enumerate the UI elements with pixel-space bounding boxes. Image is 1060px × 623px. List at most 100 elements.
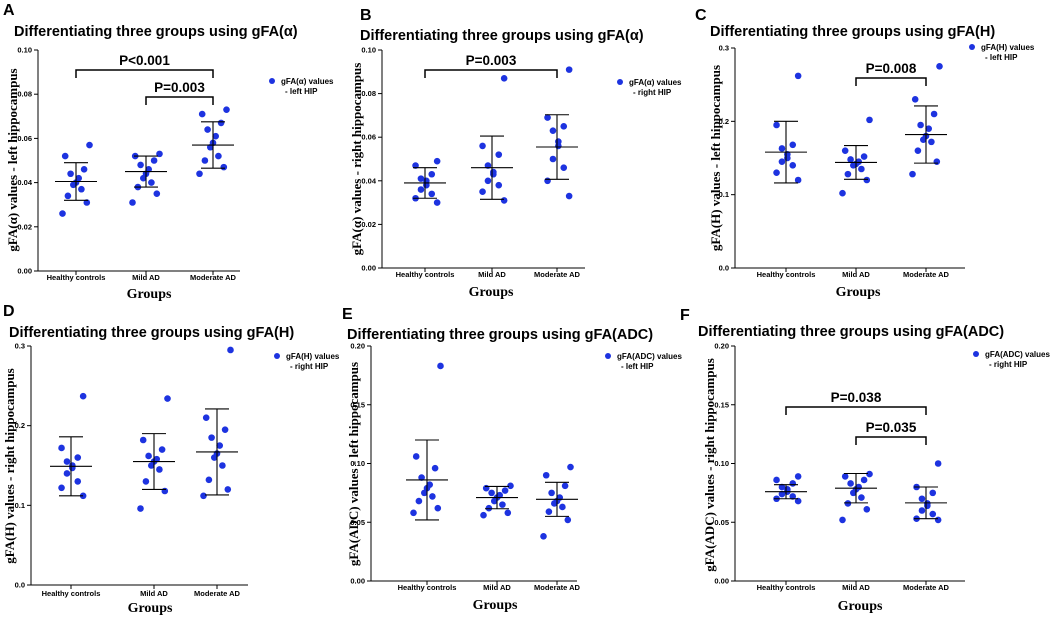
panel-f-data-point	[773, 476, 780, 484]
panel-c-data-point	[784, 154, 791, 162]
panel-d-letter: D	[3, 303, 15, 320]
panel-e-letter: E	[342, 306, 353, 323]
panel-b-data-point	[490, 170, 497, 178]
panel-a-y-tick-label: 0.10	[17, 46, 32, 55]
panel-a-y-axis-title: gFA(α) values - left hippocampus	[5, 68, 20, 251]
panel-e-category-label: Moderate AD	[534, 583, 581, 592]
panel-f-data-point	[844, 500, 852, 507]
panel-b-category-label: Healthy controls	[396, 270, 455, 279]
panel-e-category-label: Mild AD	[483, 583, 511, 592]
panel-c-data-point	[850, 162, 857, 169]
panel-e-data-point	[501, 487, 509, 494]
panel-d-data-point	[139, 436, 147, 444]
panel-f-y-tick-label: 0.00	[714, 577, 729, 586]
panel-e-legend-label: gFA(ADC) values - left HIP	[617, 352, 682, 371]
panel-c-y-tick-label: 0.0	[719, 264, 729, 273]
panel-d-data-point	[58, 444, 65, 452]
panel-d-data-point	[161, 487, 169, 495]
panel-d-category-label: Moderate AD	[194, 589, 241, 598]
panel-d-data-point	[224, 486, 232, 493]
panel-d-data-point	[227, 346, 234, 354]
panel-a-data-point	[201, 157, 209, 164]
panel-e-data-point	[504, 509, 512, 517]
panel-e-data-point	[548, 489, 555, 497]
panel-b-data-point	[417, 186, 425, 193]
panel-a-data-point	[80, 166, 88, 173]
panel-f-data-point	[778, 490, 786, 498]
panel-d-y-tick-label: 0.2	[15, 421, 25, 430]
panel-c-data-point	[925, 125, 932, 132]
panel-b-x-axis-title: Groups	[469, 285, 514, 300]
panel-a-letter: A	[3, 2, 15, 19]
panel-c-data-point	[789, 162, 797, 169]
panel-f-data-point	[847, 480, 854, 487]
panel-c-data-point	[778, 145, 786, 152]
panel-b-y-tick-label: 0.08	[361, 89, 376, 98]
panel-d-data-point	[158, 446, 166, 453]
panel-d-data-point	[164, 395, 171, 402]
panel-d-data-point	[205, 476, 213, 484]
panel-c-data-point	[789, 141, 797, 149]
panel-e-y-axis-title: gFA(ADC) values - left hippocampus	[346, 362, 361, 566]
panel-e-data-point	[431, 464, 439, 472]
panel-b-y-axis-title: gFA(α) values - right hippocampus	[349, 63, 364, 256]
panel-e-data-point	[564, 516, 572, 524]
panel-b-data-point	[428, 170, 436, 178]
panel-c-data-point	[911, 96, 919, 103]
panel-b-data-point	[417, 175, 425, 182]
panel-a-data-point	[86, 141, 93, 149]
panel-f-data-point	[778, 483, 786, 491]
panel-d-y-tick-label: 0.0	[15, 581, 25, 590]
panel-f-significance-bracket	[855, 436, 927, 445]
panel-a-category-label: Mild AD	[132, 273, 160, 282]
panel-b-data-point	[544, 177, 551, 185]
panel-b-data-point	[549, 127, 557, 134]
panel-b-category-label: Mild AD	[478, 270, 506, 279]
panel-d-data-point	[74, 454, 82, 461]
panel-c-data-point	[863, 176, 871, 184]
panel-c-letter: C	[695, 7, 707, 24]
panel-a-y-tick-label: 0.06	[17, 134, 32, 143]
panel-d-data-point	[156, 466, 163, 473]
panel-c-data-point	[933, 158, 941, 165]
panel-b-data-point	[500, 197, 508, 204]
panel-a-data-point	[129, 199, 136, 206]
panel-f-y-tick-label: 0.20	[714, 342, 729, 351]
panel-f-legend-marker	[973, 351, 979, 357]
panel-d-category-label: Mild AD	[140, 589, 168, 598]
panel-d-data-point	[202, 414, 210, 422]
panel-e-y-tick-label: 0.10	[350, 459, 365, 468]
panel-f-data-point	[934, 460, 942, 467]
panel-b-data-point	[544, 114, 551, 121]
panel-b-p-value: P=0.003	[466, 53, 517, 68]
panel-f-title: Differentiating three groups using gFA(A…	[698, 324, 1004, 340]
panel-e-data-point	[421, 489, 428, 497]
panel-f-data-point	[858, 494, 865, 501]
panel-a-data-point	[153, 190, 161, 197]
panel-b-data-point	[433, 199, 441, 206]
panel-e-category-label: Healthy controls	[398, 583, 457, 592]
panel-f-category-label: Moderate AD	[903, 583, 950, 592]
panel-b-data-point	[560, 164, 568, 172]
panel-f-data-point	[929, 510, 937, 518]
panel-a-data-point	[61, 152, 69, 160]
panel-e-data-point	[429, 493, 436, 500]
panel-e-data-point	[437, 362, 444, 370]
panel-c-legend-marker	[969, 44, 975, 50]
panel-b-legend-marker	[617, 79, 623, 85]
panel-f-significance-bracket	[785, 406, 927, 415]
panel-f-category-label: Mild AD	[842, 583, 870, 592]
panel-c-data-point	[778, 158, 786, 165]
panel-e-data-point	[488, 489, 495, 497]
panel-c-x-axis-title: Groups	[836, 285, 881, 300]
panel-c-data-point	[858, 165, 865, 173]
panel-a-data-point	[204, 126, 211, 133]
panel-f-p-value: P=0.035	[866, 420, 917, 435]
panel-b-category-label: Moderate AD	[534, 270, 581, 279]
panel-a-category-label: Healthy controls	[47, 273, 106, 282]
panel-d-data-point	[142, 478, 150, 485]
panel-f-data-point	[794, 497, 802, 505]
panel-f-data-point	[918, 495, 926, 503]
panel-a-y-tick-label: 0.04	[17, 178, 32, 187]
panel-d-data-point	[219, 462, 226, 469]
